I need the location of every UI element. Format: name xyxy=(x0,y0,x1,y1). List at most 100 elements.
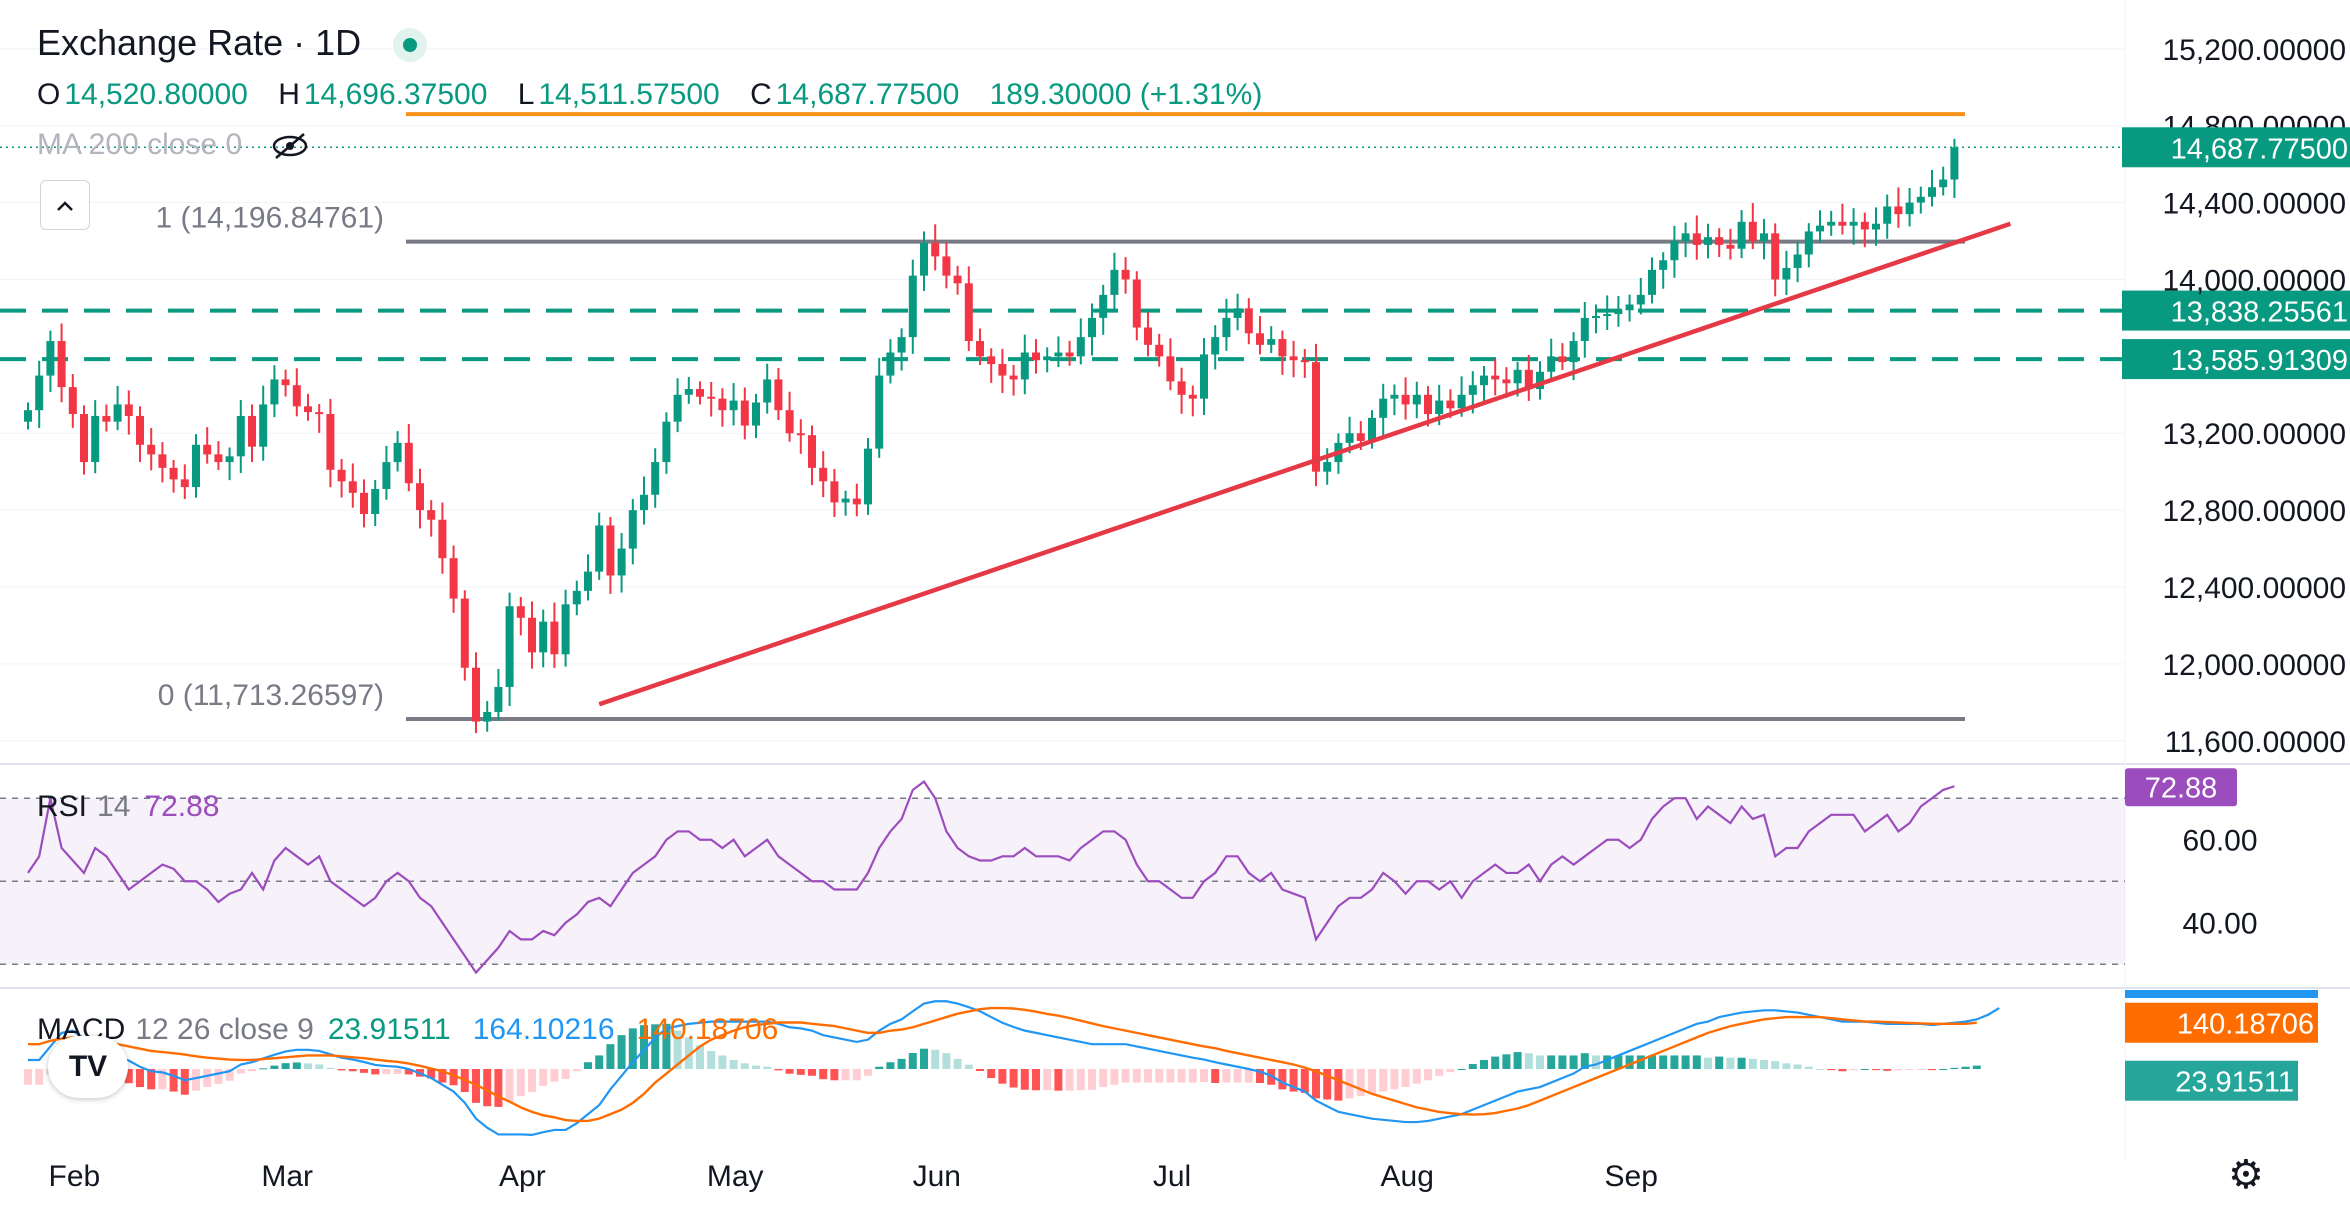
price-tick-label: 12,800.00000 xyxy=(2162,495,2346,528)
candle-body xyxy=(1121,269,1130,280)
macd-histogram-bar xyxy=(225,1069,234,1081)
candle-body xyxy=(1289,356,1298,361)
candle-body xyxy=(1435,400,1444,415)
candle-body xyxy=(1009,375,1018,380)
macd-histogram-bar xyxy=(281,1063,290,1069)
macd-histogram-bar xyxy=(1614,1055,1623,1069)
candle-body xyxy=(561,604,570,655)
candle-body xyxy=(1625,304,1634,311)
rsi-band xyxy=(0,798,2125,965)
candle-body xyxy=(1312,362,1320,472)
open-key: O xyxy=(37,78,61,111)
macd-histogram-bar xyxy=(908,1052,917,1069)
candle-body xyxy=(1513,369,1522,384)
candle-body xyxy=(259,404,268,447)
close-key: C xyxy=(750,78,772,111)
candle-body xyxy=(1860,221,1869,230)
macd-histogram-bar xyxy=(1480,1059,1488,1069)
macd-histogram-bar xyxy=(1121,1069,1130,1083)
level-price-tag xyxy=(2122,339,2350,380)
macd-histogram-bar xyxy=(1625,1055,1634,1069)
candle-body xyxy=(494,686,503,712)
candle-body xyxy=(539,621,548,653)
macd-histogram-bar xyxy=(662,1023,671,1069)
candle-body xyxy=(158,454,167,468)
eye-hidden-icon[interactable] xyxy=(270,128,310,161)
macd-histogram-bar xyxy=(1043,1069,1052,1091)
macd-histogram-bar xyxy=(640,1025,648,1069)
macd-legend: MACD 12 26 close 9 23.91511 164.10216 140.18… xyxy=(37,1013,778,1047)
macd-histogram-bar xyxy=(796,1069,805,1075)
candle-body xyxy=(785,410,794,434)
fib-levels: 1 (14,196.84761) 0 (11,713.26597) xyxy=(155,202,1965,722)
settings-gear-icon[interactable]: ⚙ xyxy=(2228,1153,2264,1197)
candle-body xyxy=(864,448,872,505)
candle-body xyxy=(180,479,189,488)
macd-histogram-bar xyxy=(752,1065,760,1069)
macd-histogram-bar xyxy=(1648,1055,1656,1069)
candle-body xyxy=(24,410,32,422)
candle-body xyxy=(203,444,212,455)
candle-body xyxy=(1144,327,1152,345)
candle-body xyxy=(516,606,525,618)
macd-histogram-bar xyxy=(236,1069,245,1074)
macd-histogram-bar xyxy=(1334,1069,1343,1101)
macd-histogram-bar xyxy=(124,1069,133,1084)
macd-histogram-bar xyxy=(1771,1061,1780,1069)
macd-histogram-bar xyxy=(1804,1066,1813,1069)
macd-histogram-bar xyxy=(572,1069,581,1072)
macd-histogram-bar xyxy=(1692,1055,1701,1069)
level-price-label: 13,838.25561 xyxy=(2171,297,2348,329)
macd-plot xyxy=(24,1000,2000,1137)
macd-histogram-bar xyxy=(740,1063,749,1069)
rsi-panel: 60.00 40.00 72.88 xyxy=(0,768,2258,975)
macd-histogram-bar xyxy=(158,1069,167,1090)
macd-histogram-bar xyxy=(505,1069,514,1102)
candle-body xyxy=(550,621,559,655)
chevron-up-icon xyxy=(57,201,73,211)
candle-body xyxy=(1536,371,1544,390)
candle-body xyxy=(964,283,973,341)
candle-body xyxy=(326,414,335,470)
macd-histogram-bar xyxy=(1670,1055,1679,1069)
candle-body xyxy=(875,375,884,449)
macd-histogram-bar xyxy=(1894,1069,1903,1071)
candle-body xyxy=(68,387,77,415)
macd-histogram-bar xyxy=(1065,1069,1074,1091)
macd-histogram-bar xyxy=(371,1069,380,1075)
macd-histogram-bar xyxy=(628,1028,637,1069)
candle-body xyxy=(572,590,581,605)
candle-body xyxy=(292,385,301,407)
last-price-tag xyxy=(2122,127,2350,168)
macd-histogram-bar xyxy=(393,1069,402,1074)
macd-histogram-bar xyxy=(1961,1066,1970,1069)
candle-body xyxy=(1468,385,1477,395)
macd-histogram-bar xyxy=(1200,1069,1208,1083)
candle-body xyxy=(595,525,604,572)
macd-histogram-bar xyxy=(931,1049,940,1069)
candle-body xyxy=(236,415,245,457)
macd-histogram-bar xyxy=(785,1069,794,1074)
macd-histogram-bar xyxy=(1760,1059,1768,1069)
candle-body xyxy=(1524,369,1533,390)
macd-histogram-bar xyxy=(326,1067,335,1069)
candle-body xyxy=(1088,317,1096,338)
price-tick-label: 11,600.00000 xyxy=(2165,726,2346,759)
macd-histogram-bar xyxy=(1132,1069,1141,1083)
candle-body xyxy=(1793,254,1802,268)
rsi-value: 72.88 xyxy=(144,790,220,823)
macd-histogram-bar xyxy=(1401,1069,1410,1088)
macd-histogram-bar xyxy=(427,1069,436,1079)
macd-histogram-bar xyxy=(404,1069,413,1075)
macd-histogram-bar xyxy=(1726,1057,1735,1069)
tradingview-logo[interactable]: TV xyxy=(48,1036,128,1098)
collapse-legend-button[interactable] xyxy=(40,180,90,230)
price-axis: 13,838.2556113,585.9130915,200.0000014,8… xyxy=(2122,34,2350,759)
macd-histogram-bar xyxy=(1446,1069,1455,1073)
macd-histogram-bar xyxy=(897,1058,906,1069)
macd-histogram-bar xyxy=(953,1058,962,1069)
candle-body xyxy=(1457,394,1466,409)
ma-indicator-row[interactable]: MA 200 close 0 xyxy=(37,128,310,162)
candle-body xyxy=(886,352,895,376)
